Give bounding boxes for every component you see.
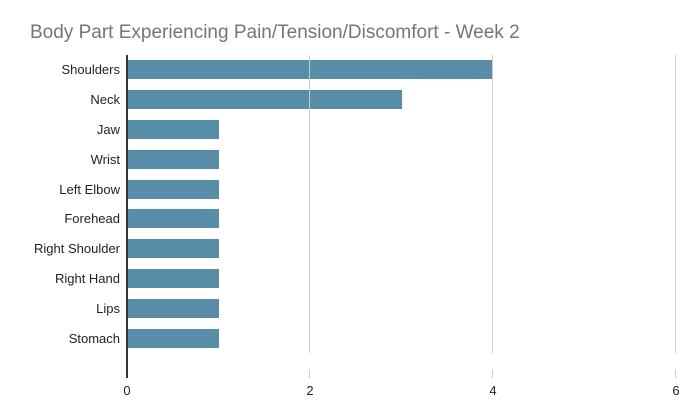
bar-row-right-shoulder xyxy=(127,234,676,264)
tick-mark-4 xyxy=(492,370,493,378)
category-label-forehead: Forehead xyxy=(64,211,120,227)
bar-stomach[interactable] xyxy=(127,328,219,348)
x-axis-baseline xyxy=(126,55,128,378)
category-label-neck: Neck xyxy=(90,92,120,108)
bar-shoulders[interactable] xyxy=(127,60,493,80)
gridline-2 xyxy=(308,55,310,353)
bar-row-shoulders xyxy=(127,55,676,85)
bar-row-wrist xyxy=(127,144,676,174)
bar-row-lips xyxy=(127,293,676,323)
x-tick-label-4: 4 xyxy=(489,383,497,398)
bar-row-jaw xyxy=(127,115,676,145)
category-label-jaw: Jaw xyxy=(96,121,120,137)
x-axis-tick-labels: 0 2 4 6 xyxy=(0,383,698,399)
plot-area xyxy=(127,55,676,353)
x-tick-label-2: 2 xyxy=(306,383,314,398)
category-label-wrist: Wrist xyxy=(90,151,120,167)
tick-mark-2 xyxy=(309,370,310,378)
gridline-4 xyxy=(491,55,493,353)
category-label-lips: Lips xyxy=(96,300,120,316)
bar-neck[interactable] xyxy=(127,90,402,110)
bar-row-right-hand xyxy=(127,264,676,294)
bar-row-stomach xyxy=(127,323,676,353)
bar-row-left-elbow xyxy=(127,174,676,204)
bar-left-elbow[interactable] xyxy=(127,179,219,199)
bar-wrist[interactable] xyxy=(127,149,219,169)
bar-jaw[interactable] xyxy=(127,119,219,139)
bar-right-hand[interactable] xyxy=(127,268,219,288)
gridline-6 xyxy=(675,55,676,353)
bars-area xyxy=(127,55,676,353)
x-tick-label-0: 0 xyxy=(123,383,131,398)
category-label-right-hand: Right Hand xyxy=(54,270,120,286)
y-axis-labels: Shoulders Neck Jaw Wrist Left Elbow Forehead R… xyxy=(0,55,120,353)
x-tick-label-6: 6 xyxy=(672,383,680,398)
category-label-stomach: Stomach xyxy=(68,330,120,346)
bar-row-forehead xyxy=(127,204,676,234)
bar-row-neck xyxy=(127,85,676,115)
tick-mark-6 xyxy=(675,370,676,378)
bar-lips[interactable] xyxy=(127,298,219,318)
category-label-shoulders: Shoulders xyxy=(61,62,120,78)
bar-forehead[interactable] xyxy=(127,209,219,229)
bar-right-shoulder[interactable] xyxy=(127,239,219,259)
category-label-right-shoulder: Right Shoulder xyxy=(34,241,120,257)
category-label-left-elbow: Left Elbow xyxy=(59,181,120,197)
chart-title: Body Part Experiencing Pain/Tension/Disc… xyxy=(30,22,520,43)
